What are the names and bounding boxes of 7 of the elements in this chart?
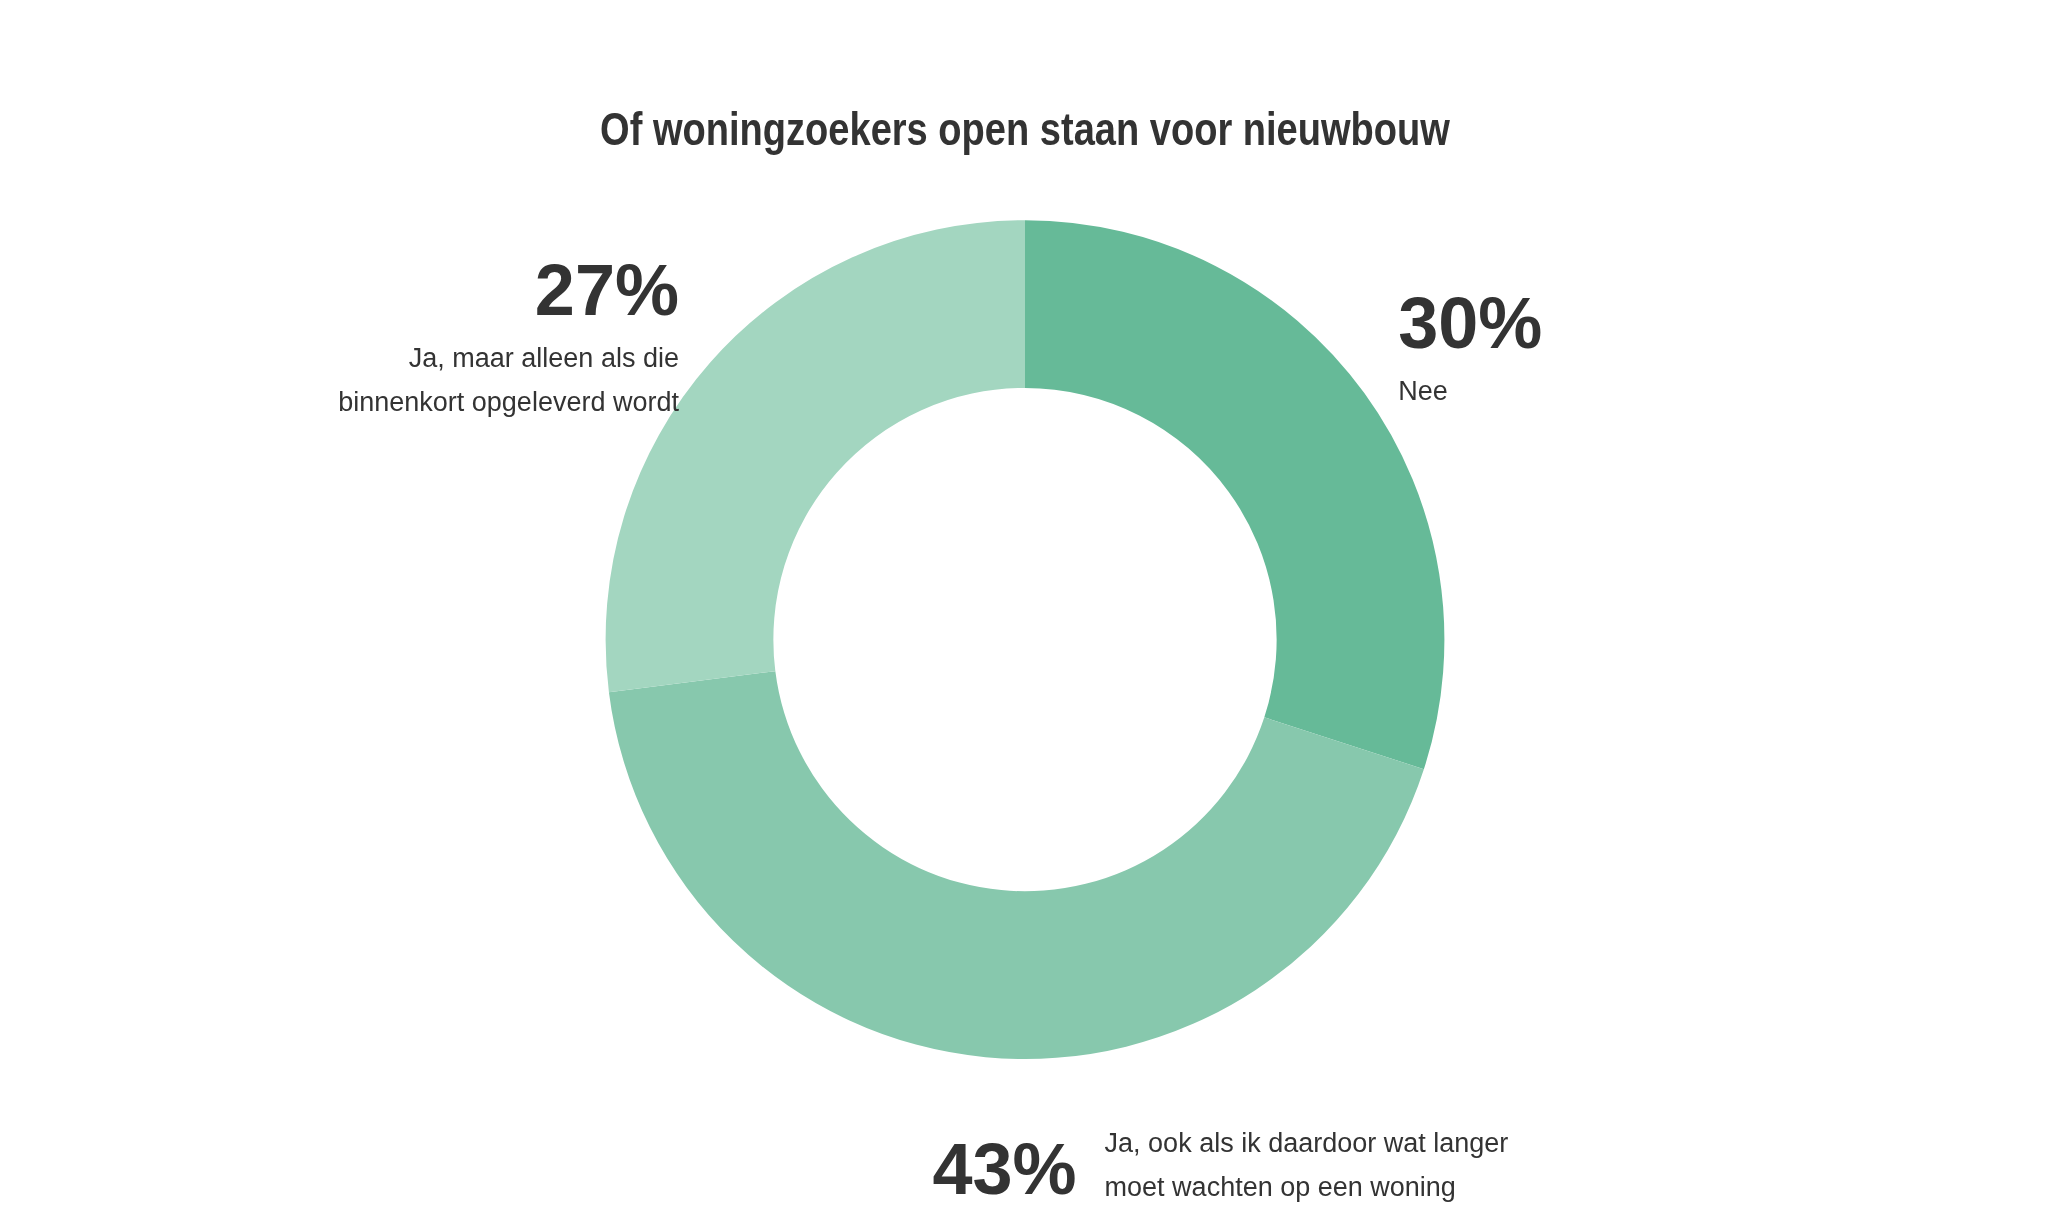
data-label: 27% (534, 249, 679, 330)
data-label: 30% (1398, 283, 1543, 364)
slice-label: Ja, maar alleen als die binnenkort opgeleverd wordt (338, 342, 680, 417)
data-label: 43% (932, 1128, 1077, 1209)
slice-label: Nee (1398, 376, 1448, 407)
slice-label: Ja, ook als ik daardoor wat langer moet wachten op een woning (1104, 1127, 1509, 1202)
chart-title: Of woningzoekers open staan voor nieuwbouw (600, 103, 1451, 156)
